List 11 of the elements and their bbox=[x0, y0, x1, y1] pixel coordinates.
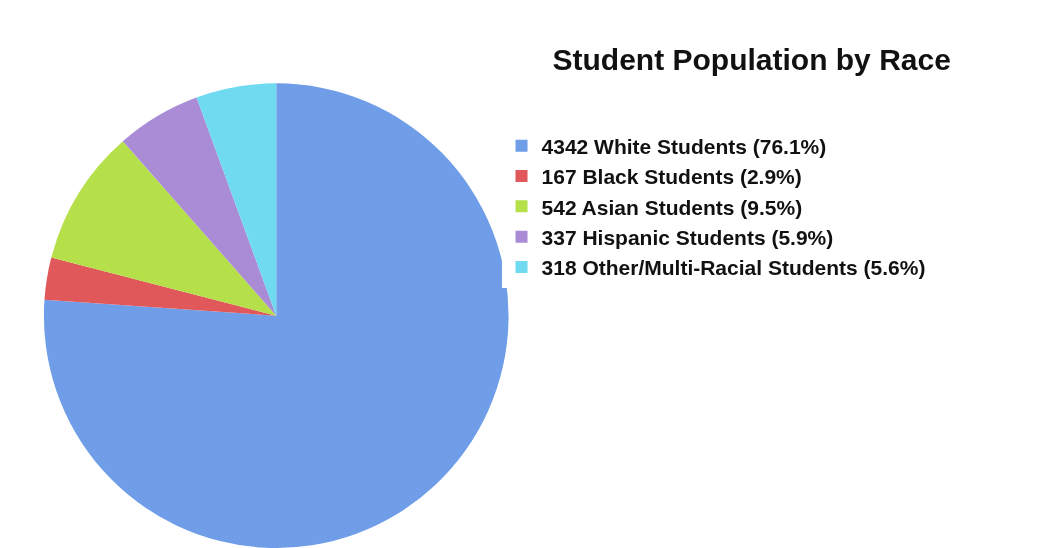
pie-slice bbox=[44, 257, 277, 316]
legend-label: 542 Asian Students (9.5%) bbox=[541, 195, 803, 219]
pie-slice bbox=[196, 83, 277, 316]
chart-title: Student Population by Race bbox=[552, 43, 951, 77]
pie-slice bbox=[51, 141, 277, 316]
legend-label: 318 Other/Multi-Racial Students (5.6%) bbox=[541, 256, 926, 280]
legend-label: 337 Hispanic Students (5.9%) bbox=[541, 225, 834, 249]
pie-slice bbox=[122, 97, 277, 316]
pie-slice bbox=[44, 83, 509, 548]
legend-label: 4342 White Students (76.1%) bbox=[541, 134, 827, 158]
legend-label: 167 Black Students (2.9%) bbox=[541, 165, 802, 189]
